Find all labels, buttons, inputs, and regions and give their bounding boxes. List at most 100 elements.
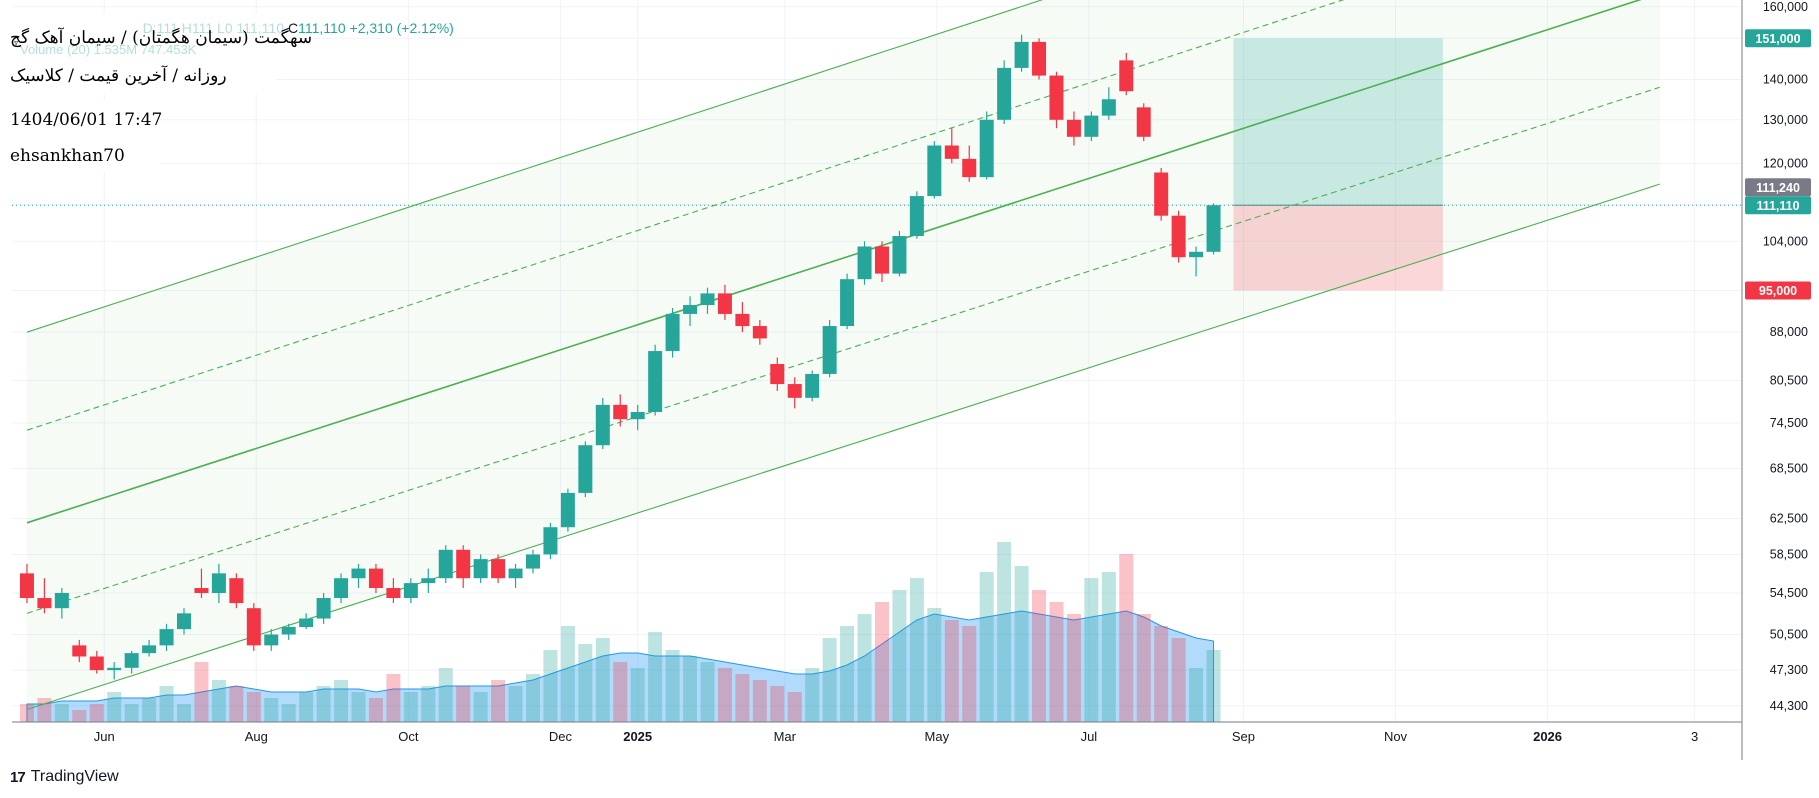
time-tick-label: May: [925, 729, 950, 744]
chart-subtitle: روزانه / آخرین قیمت / کلاسیک: [10, 66, 227, 86]
last-price-gray-tag: 111,240: [1756, 181, 1800, 195]
volume-bar: [927, 608, 942, 722]
channel-line-lower-mid: [26, 86, 1660, 614]
channel-line-center: [26, 0, 1642, 524]
price-tick-label: 47,300: [1770, 663, 1808, 677]
target-price-tag-bg: [1745, 29, 1811, 48]
candle-body: [316, 598, 331, 619]
volume-bar: [1101, 572, 1116, 722]
volume-bar: [1206, 650, 1221, 722]
volume-bar: [1171, 638, 1186, 722]
volume-bar: [683, 656, 698, 722]
price-tags: 151,000 111,240 111,110 95,000: [1745, 29, 1811, 300]
candle-body: [491, 559, 506, 579]
volume-bar: [997, 542, 1012, 722]
volume-bar: [560, 626, 575, 722]
position-stop-zone: [1233, 205, 1443, 291]
volume-bar: [962, 626, 977, 722]
candle-body: [560, 492, 575, 528]
candle-body: [927, 145, 942, 197]
time-tick-label: Dec: [549, 729, 573, 744]
close-value: 111,110: [298, 20, 346, 36]
volume-bar: [456, 686, 471, 722]
header-bg-2: [0, 58, 275, 94]
candle-body: [107, 667, 122, 671]
volume-bar: [735, 674, 750, 722]
volume-bar: [299, 692, 314, 722]
header-bg: [0, 14, 290, 58]
volume-bar: [525, 674, 540, 722]
time-tick-label: 3: [1691, 729, 1698, 744]
candle-body: [648, 351, 663, 412]
candle-body: [840, 279, 855, 327]
volume-bar: [648, 632, 663, 722]
volume-bar: [857, 614, 872, 722]
chart-title: سهگمت (سیمان هگمتان) / سیمان آهک گچ: [10, 28, 313, 48]
time-tick-label: Aug: [245, 729, 268, 744]
candle-body: [805, 373, 820, 398]
price-tick-label: 104,000: [1763, 234, 1808, 248]
volume-bars: [19, 542, 1221, 723]
candle-body: [735, 313, 750, 327]
candle-body: [246, 608, 261, 646]
chart-datetime: 1404/06/01 17:47: [10, 110, 163, 130]
volume-bar: [194, 662, 209, 722]
candle-body: [1066, 119, 1081, 137]
candle-body: [299, 618, 314, 627]
volume-bar: [281, 704, 296, 722]
candle-body: [177, 613, 192, 630]
volume-bar: [37, 698, 52, 722]
candle-body: [72, 645, 87, 657]
time-tick-label: Mar: [774, 729, 797, 744]
volume-bar: [892, 590, 907, 722]
candle-body: [700, 293, 715, 306]
candle-body: [159, 629, 174, 646]
candle-body: [1084, 115, 1099, 137]
volume-bar: [177, 704, 192, 722]
candle-body: [508, 568, 523, 579]
price-tick-label: 140,000: [1763, 72, 1808, 86]
long-position-tool: [12, 38, 1742, 291]
target-price-tag: 151,000: [1755, 32, 1800, 46]
last-close-tag-bg: [1745, 196, 1811, 215]
candle-body: [142, 645, 157, 654]
volume-bar: [142, 698, 157, 722]
volume-bar: [578, 644, 593, 722]
regression-channel-lines: [26, 0, 1660, 711]
volume-bar: [613, 662, 628, 722]
candle-body: [456, 549, 471, 579]
candle-body: [386, 588, 401, 599]
candle-body: [874, 246, 889, 274]
candle-body: [752, 326, 767, 339]
candle-body: [822, 326, 837, 374]
chart-author: ehsankhan70: [10, 146, 125, 166]
candle-body: [1014, 41, 1029, 68]
volume-bar: [386, 674, 401, 722]
price-tick-label: 130,000: [1763, 113, 1808, 127]
time-tick-label: 2026: [1533, 729, 1562, 744]
tradingview-watermark[interactable]: 17 TradingView: [10, 768, 119, 786]
volume-bar: [1119, 554, 1134, 722]
volume-bar: [1189, 668, 1204, 722]
volume-bar: [700, 662, 715, 722]
price-axis-bg: [1742, 0, 1819, 760]
candle-body: [665, 313, 680, 352]
volume-label: Volume (20): [20, 42, 91, 57]
volume-bar: [334, 680, 349, 722]
stop-price-tag-bg: [1745, 281, 1811, 300]
price-tick-label: 62,500: [1770, 511, 1808, 525]
volume-bar: [1032, 590, 1047, 722]
candle-body: [421, 578, 436, 584]
volume-bar: [717, 668, 732, 722]
volume-bar: [1084, 578, 1099, 722]
close-label: C: [288, 20, 299, 36]
time-tick-label: 2025: [623, 729, 652, 744]
candle-body: [403, 583, 418, 599]
candle-body: [683, 305, 698, 314]
candle-body: [19, 573, 34, 599]
volume-bar: [1154, 626, 1169, 722]
volume-bar: [107, 692, 122, 722]
volume-bar: [403, 692, 418, 722]
volume-bar: [124, 704, 139, 722]
